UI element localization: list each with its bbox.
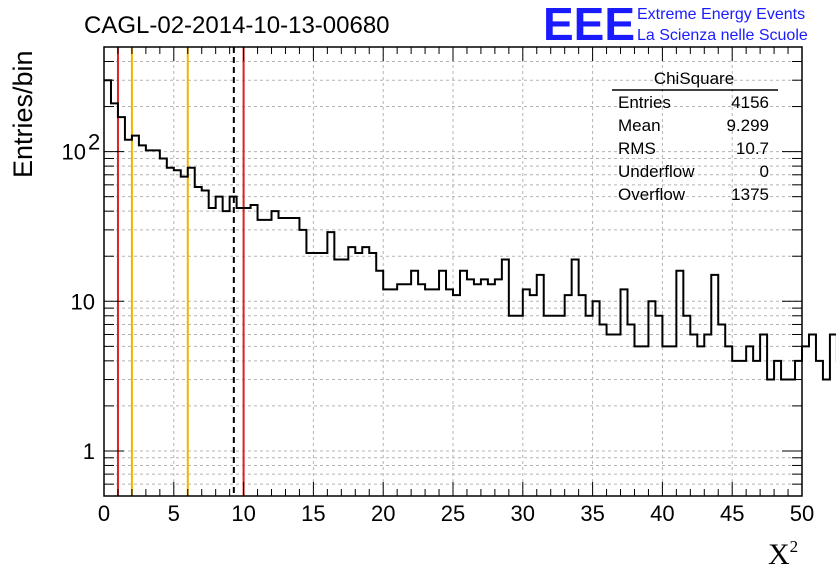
stats-value-rms: 10.7	[736, 139, 769, 158]
stats-label-rms: RMS	[618, 139, 656, 158]
stats-value-underflow: 0	[760, 162, 769, 181]
y-tick-label: 1	[83, 439, 95, 464]
x-axis-label-base: X	[768, 538, 790, 571]
stats-value-overflow: 1375	[731, 185, 769, 204]
eee-logo: EEE Extreme Energy Events La Scienza nel…	[543, 0, 808, 50]
x-tick-label: 15	[301, 501, 325, 526]
x-tick-label: 40	[650, 501, 674, 526]
logo-line-2: La Scienza nelle Scuole	[637, 27, 808, 44]
stats-box-title: ChiSquare	[654, 69, 734, 88]
y-tick-label: 10	[71, 289, 95, 314]
x-tick-label: 35	[580, 501, 604, 526]
logo-line-1: Extreme Energy Events	[637, 6, 805, 23]
x-tick-label: 5	[168, 501, 180, 526]
stats-label-underflow: Underflow	[618, 162, 695, 181]
y-axis-label: Entries/bin	[8, 50, 38, 178]
marker-lines	[116, 47, 245, 496]
x-axis-label-exp: 2	[790, 537, 799, 556]
stats-value-mean: 9.299	[726, 116, 769, 135]
x-tick-label: 25	[441, 501, 465, 526]
x-tick-label: 45	[720, 501, 744, 526]
stats-label-entries: Entries	[618, 93, 671, 112]
y-tick-label-base: 1	[83, 439, 95, 464]
stats-label-mean: Mean	[618, 116, 661, 135]
y-tick-label-exp: 2	[88, 130, 100, 155]
x-axis-label: X2	[768, 537, 798, 571]
x-tick-label: 30	[511, 501, 535, 526]
y-tick-label-base: 10	[71, 289, 95, 314]
chart-title: CAGL-02-2014-10-13-00680	[84, 12, 390, 39]
stats-value-entries: 4156	[731, 93, 769, 112]
y-tick-label: 10	[62, 140, 86, 165]
x-tick-label: 10	[231, 501, 255, 526]
grid	[104, 46, 802, 497]
x-tick-label: 20	[371, 501, 395, 526]
stats-label-overflow: Overflow	[618, 185, 686, 204]
logo-letters: EEE	[543, 0, 635, 50]
x-tick-labels: 0 5 10 15 20 25 30 35 40 45 50	[98, 501, 814, 526]
y-tick-label-base: 10	[62, 140, 86, 165]
stats-box: ChiSquare Entries 4156 Mean 9.299 RMS 10…	[612, 69, 778, 204]
axis-ticks	[103, 46, 803, 497]
x-tick-label: 0	[98, 501, 110, 526]
x-tick-label: 50	[790, 501, 814, 526]
